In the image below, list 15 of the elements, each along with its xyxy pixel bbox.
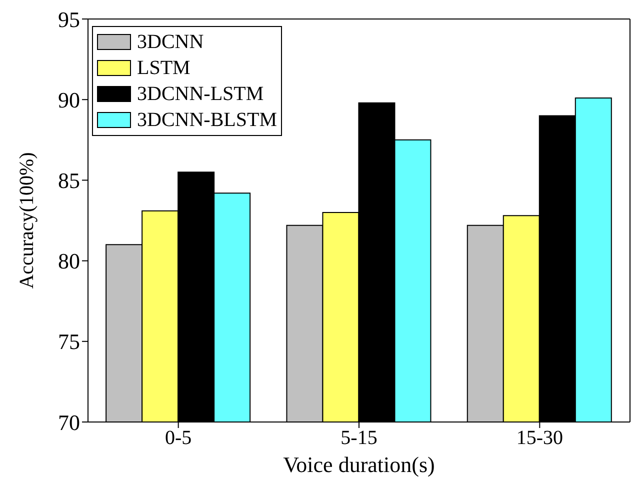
x-axis-title: Voice duration(s) <box>283 452 435 477</box>
y-tick-label: 80 <box>58 248 80 274</box>
y-tick-label: 85 <box>58 168 80 194</box>
legend-label: 3DCNN-BLSTM <box>137 108 278 132</box>
x-tick-label: 5-15 <box>340 427 378 450</box>
x-tick-label: 15-30 <box>516 427 564 450</box>
legend-label: 3DCNN-LSTM <box>137 82 264 106</box>
y-tick-label: 90 <box>58 87 80 112</box>
legend-label: LSTM <box>137 56 190 80</box>
y-tick-label: 70 <box>58 410 80 435</box>
y-tick-label: 75 <box>58 329 80 354</box>
y-axis-title: Accuracy(100%) <box>16 152 38 289</box>
x-tick-label: 0-5 <box>164 427 192 450</box>
y-tick-label: 95 <box>58 6 80 32</box>
legend-label: 3DCNN <box>137 30 204 54</box>
